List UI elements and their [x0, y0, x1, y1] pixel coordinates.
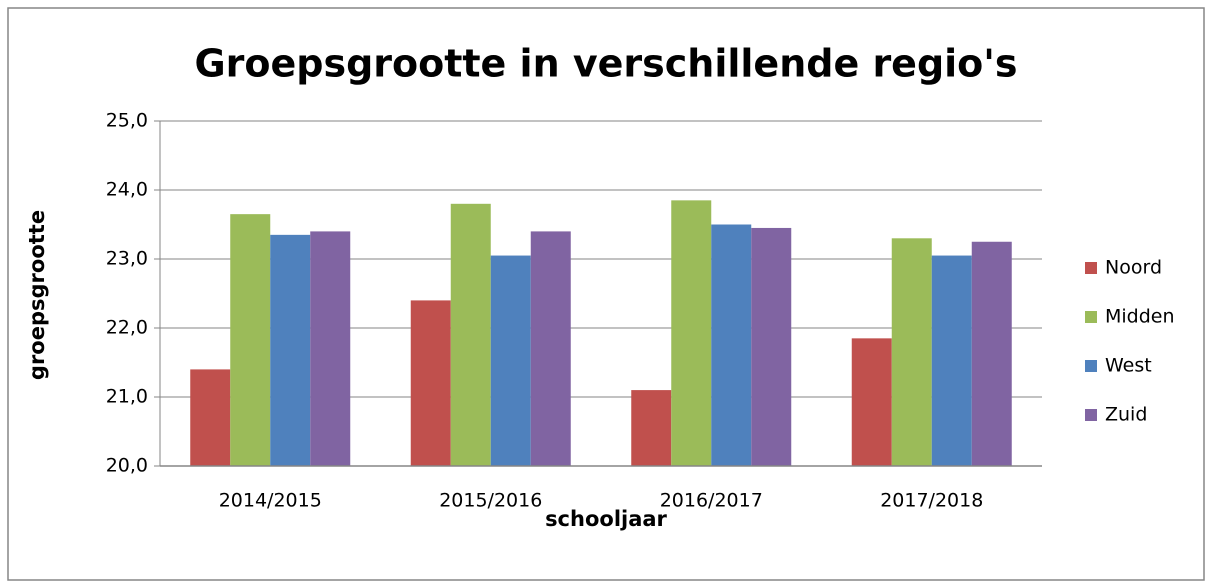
- bar: [410, 300, 451, 466]
- bar: [530, 231, 571, 466]
- bar: [450, 203, 491, 467]
- bar: [751, 227, 792, 466]
- x-tick-label: 2016/2017: [660, 490, 763, 512]
- y-tick-label: 24,0: [106, 179, 148, 201]
- legend-label: Zuid: [1105, 404, 1147, 426]
- bar: [270, 234, 311, 466]
- bar: [190, 369, 231, 466]
- x-tick-label: 2015/2016: [439, 490, 542, 512]
- bar: [891, 238, 932, 466]
- bar: [490, 255, 531, 466]
- legend-label: Midden: [1105, 306, 1175, 328]
- bar: [631, 390, 672, 466]
- bar: [230, 214, 271, 466]
- legend-swatch: [1085, 409, 1097, 421]
- legend-swatch: [1085, 262, 1097, 274]
- legend-label: Noord: [1105, 257, 1162, 279]
- x-tick-label: 2017/2018: [880, 490, 983, 512]
- y-tick-label: 21,0: [106, 386, 148, 408]
- bar: [931, 255, 972, 466]
- bar: [851, 338, 892, 466]
- y-axis-title: groepsgrootte: [25, 210, 49, 380]
- y-tick-label: 23,0: [106, 248, 148, 270]
- x-tick-label: 2014/2015: [219, 490, 322, 512]
- legend-swatch: [1085, 360, 1097, 372]
- y-tick-label: 25,0: [106, 110, 148, 132]
- legend-label: West: [1105, 355, 1152, 377]
- bar: [310, 231, 351, 466]
- y-tick-label: 20,0: [106, 455, 148, 477]
- legend-swatch: [1085, 311, 1097, 323]
- x-axis-title: schooljaar: [545, 507, 667, 531]
- y-tick-label: 22,0: [106, 317, 148, 339]
- chart-title: Groepsgrootte in verschillende regio's: [194, 42, 1017, 86]
- bar: [971, 241, 1012, 466]
- bar: [671, 200, 712, 466]
- bar: [711, 224, 752, 466]
- chart-border: [7, 7, 1205, 581]
